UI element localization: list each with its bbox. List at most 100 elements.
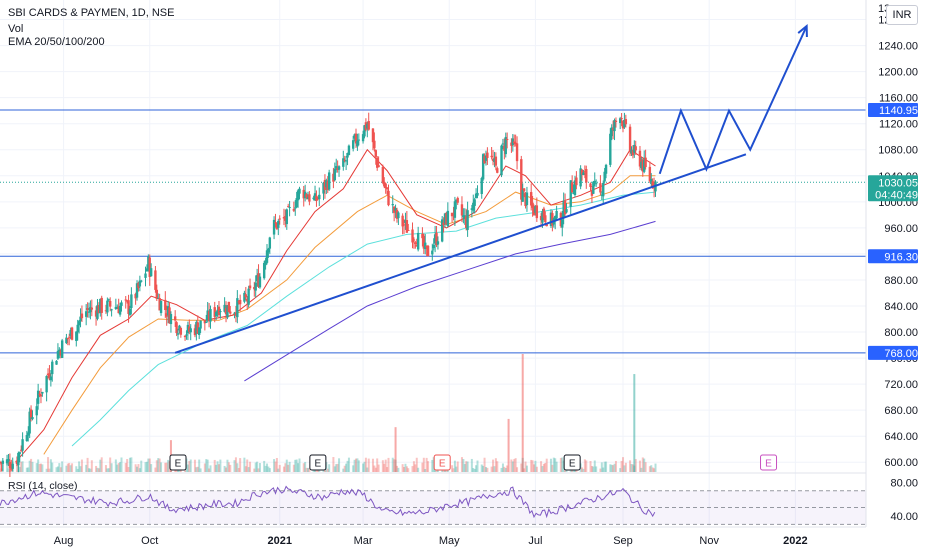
candle-body — [49, 376, 53, 381]
volume-bar — [71, 463, 74, 472]
volume-bar — [277, 468, 280, 472]
candle-body — [284, 216, 287, 221]
candle — [531, 195, 534, 217]
volume-bar — [353, 459, 356, 472]
volume-bar — [381, 460, 384, 472]
volume-bar — [559, 457, 562, 472]
candle-body — [344, 160, 348, 162]
ema-indicator-label[interactable]: EMA 20/50/100/200 — [8, 36, 105, 48]
candle — [549, 209, 553, 228]
candle — [633, 140, 636, 158]
candle-body — [313, 193, 317, 201]
symbol-title[interactable]: SBI CARDS & PAYMEN, 1D, NSE — [8, 7, 175, 19]
price-tick-label: 720.00 — [884, 379, 918, 391]
candle — [500, 144, 503, 178]
candle — [90, 299, 94, 317]
candle — [29, 405, 33, 422]
volume-bar — [295, 459, 298, 472]
volume-bar — [75, 466, 78, 472]
candle-body — [168, 307, 171, 324]
volume-bar — [137, 464, 140, 472]
candle-body — [534, 206, 537, 213]
volume-bar — [355, 458, 358, 472]
candle — [97, 302, 101, 314]
volume-bar — [287, 464, 290, 472]
candle — [58, 347, 61, 359]
volume-bar — [653, 468, 656, 472]
volume-bar — [533, 464, 536, 472]
candle — [375, 155, 379, 171]
volume-bar — [545, 458, 548, 472]
candle — [138, 275, 142, 292]
volume-bar — [21, 461, 24, 472]
candle-body — [343, 159, 346, 161]
candle-body — [371, 128, 375, 143]
volume-bar — [541, 466, 544, 472]
candle-body — [515, 143, 519, 162]
candle — [213, 301, 216, 323]
candle — [27, 426, 30, 442]
volume-bar — [535, 466, 538, 472]
volume-bar — [208, 468, 211, 472]
candle — [422, 233, 426, 254]
candle-body — [28, 411, 31, 434]
candle-body — [285, 209, 288, 225]
currency-button[interactable]: INR — [886, 5, 918, 25]
candle — [496, 166, 499, 174]
candle — [8, 453, 12, 477]
candle-body — [322, 182, 325, 194]
candle — [296, 189, 300, 208]
price-axis[interactable]: 600.00640.00680.00720.00760.00800.00840.… — [865, 0, 918, 527]
candle-body — [166, 306, 170, 316]
candle-body — [535, 205, 539, 219]
candle-body — [247, 288, 250, 305]
candle — [303, 184, 307, 202]
time-axis[interactable]: Aug Oct 2021 Mar May Jul Sep Nov 2022 — [54, 535, 808, 547]
candle — [463, 208, 466, 225]
candle — [326, 176, 329, 194]
time-tick-label: Sep — [613, 535, 633, 547]
candle — [179, 326, 183, 338]
candle — [76, 319, 79, 341]
time-tick-label: Mar — [354, 535, 373, 547]
candle — [424, 233, 427, 255]
candle — [443, 212, 447, 228]
volume-bar — [65, 465, 68, 472]
volume-bar — [117, 463, 120, 472]
candle — [464, 208, 468, 231]
candle — [107, 298, 110, 302]
candle — [229, 306, 232, 315]
candle-body — [128, 308, 132, 315]
candle — [466, 201, 469, 237]
candle — [255, 268, 259, 287]
candle-body — [590, 190, 594, 196]
candle-body — [472, 202, 475, 211]
rsi-line — [0, 485, 656, 519]
candle-body — [582, 172, 585, 176]
candle-body — [432, 245, 435, 249]
volume-bar — [205, 459, 208, 472]
volume-bar — [189, 459, 192, 472]
candle-body — [164, 299, 167, 311]
candle-body — [76, 324, 79, 333]
candle — [75, 331, 78, 347]
candle-body — [381, 166, 385, 183]
volume-bar — [555, 461, 558, 472]
candle-body — [425, 245, 428, 248]
candle — [342, 150, 345, 171]
price-tick-label: 840.00 — [884, 301, 918, 313]
volume-indicator-label[interactable]: Vol — [8, 23, 24, 35]
volume-bar — [78, 461, 81, 472]
candle-body — [246, 298, 249, 302]
candle-body — [651, 181, 654, 187]
level-price-tag-box — [868, 249, 918, 264]
volume-bar — [603, 461, 606, 472]
candle-body — [570, 182, 574, 193]
candle — [452, 206, 455, 221]
trend-drawings — [174, 23, 808, 354]
candle — [238, 294, 242, 312]
candle — [414, 240, 417, 249]
rsi-indicator-label[interactable]: RSI (14, close) — [8, 480, 78, 492]
candle — [18, 451, 21, 463]
candle — [128, 305, 132, 317]
